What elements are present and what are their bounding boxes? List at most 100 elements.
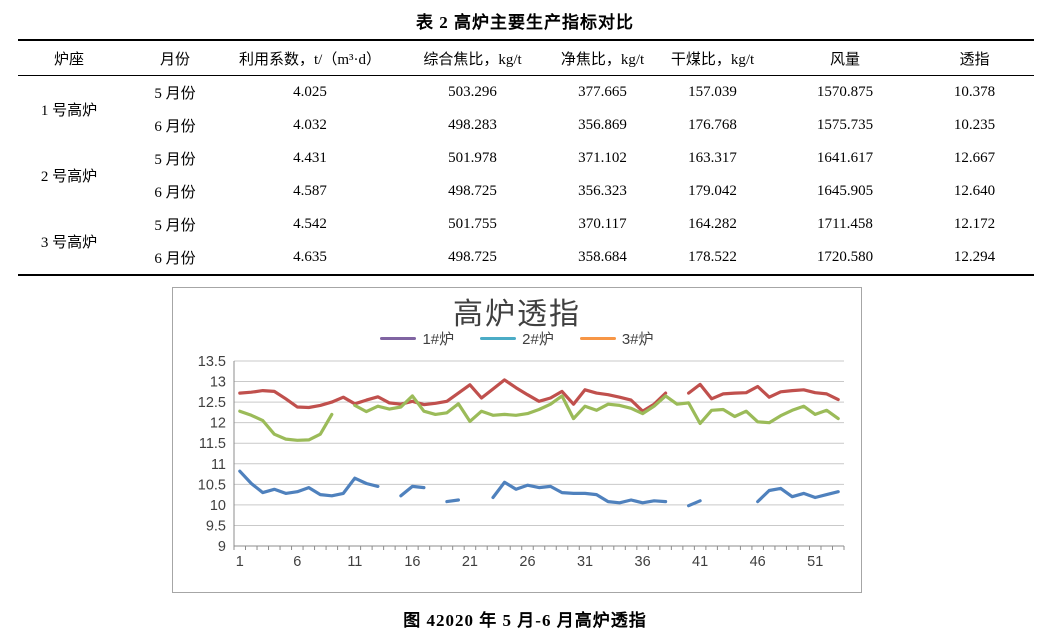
month-cell: 5 月份 — [154, 86, 196, 102]
value-cell: 358.684 — [578, 249, 627, 265]
value-cell: 503.296 — [448, 84, 497, 100]
svg-text:6: 6 — [293, 554, 301, 570]
value-cell: 498.725 — [448, 249, 497, 265]
svg-text:26: 26 — [519, 554, 535, 570]
value-cell: 4.032 — [293, 117, 327, 133]
chart: 9 9.5 10 10.5 11 11.5 12 12.5 13 13.5 1 6 11 16 21 26 31… — [172, 287, 862, 593]
column-header: 透指 — [915, 40, 1034, 76]
furnace-label: 3 号高炉 — [40, 234, 98, 251]
axes — [233, 361, 845, 550]
furnace-label: 2 号高炉 — [40, 168, 98, 185]
month-cell: 6 月份 — [154, 185, 196, 201]
table-row: 6 月份 4.587 498.725 356.323 179.042 1645.905 12… — [18, 175, 1034, 208]
column-header: 风量 — [775, 40, 915, 76]
value-cell: 501.755 — [448, 216, 497, 232]
table-body: 1 号高炉 5 月份 4.025 503.296 377.665 157.039 1570.… — [18, 76, 1034, 276]
value-cell: 4.542 — [293, 216, 327, 232]
value-cell: 163.317 — [688, 150, 737, 166]
legend-line-swatch — [380, 336, 417, 340]
column-header: 月份 — [120, 40, 230, 76]
svg-text:11: 11 — [347, 554, 362, 570]
value-cell: 1645.905 — [816, 183, 874, 199]
y-axis-labels: 9 9.5 10 10.5 11 11.5 12 12.5 13 13.5 — [198, 354, 226, 555]
value-cell: 179.042 — [688, 183, 737, 199]
month-cell: 6 月份 — [154, 251, 196, 267]
series-line-3#炉 — [238, 394, 840, 442]
legend-line-swatch — [480, 336, 517, 340]
value-cell: 4.635 — [293, 249, 327, 265]
svg-text:11.5: 11.5 — [199, 436, 226, 452]
svg-text:31: 31 — [577, 554, 593, 570]
value-cell: 12.667 — [953, 150, 996, 166]
svg-text:11: 11 — [211, 457, 226, 473]
indicators-table: 炉座 月份 利用系数，t/（m³·d） 综合焦比，kg/t 净焦比，kg/t 干煤比，kg… — [18, 39, 1034, 276]
month-cell: 6 月份 — [154, 119, 196, 135]
value-cell: 1720.580 — [816, 249, 874, 265]
legend-label: 2#炉 — [522, 330, 554, 348]
series-line-1#炉 — [238, 469, 840, 508]
value-cell: 377.665 — [578, 84, 627, 100]
value-cell: 4.587 — [293, 183, 327, 199]
value-cell: 371.102 — [578, 150, 627, 166]
furnace-label: 1 号高炉 — [40, 102, 98, 119]
table-header-row: 炉座 月份 利用系数，t/（m³·d） 综合焦比，kg/t 净焦比，kg/t 干煤比，kg… — [18, 40, 1034, 76]
value-cell: 356.323 — [578, 183, 627, 199]
value-cell: 164.282 — [688, 216, 737, 232]
svg-text:16: 16 — [404, 554, 420, 570]
value-cell: 1570.875 — [816, 84, 874, 100]
table-title: 表 2 高炉主要生产指标对比 — [416, 13, 634, 32]
legend-label: 1#炉 — [422, 330, 455, 348]
legend-item: 3#炉 — [579, 328, 654, 349]
value-cell: 157.039 — [688, 84, 737, 100]
svg-text:21: 21 — [462, 554, 478, 570]
gridlines — [234, 360, 844, 526]
svg-text:9: 9 — [218, 539, 226, 555]
value-cell: 370.117 — [578, 216, 627, 232]
chart-title: 高炉透指 — [453, 298, 581, 331]
x-axis-labels: 1 6 11 16 21 26 31 36 41 46 51 — [236, 554, 824, 570]
svg-text:1: 1 — [236, 554, 244, 570]
legend-item: 2#炉 — [480, 328, 554, 349]
value-cell: 356.869 — [578, 117, 627, 133]
value-cell: 498.725 — [448, 183, 497, 199]
figure-caption: 图 42020 年 5 月-6 月高炉透指 — [403, 611, 647, 630]
value-cell: 176.768 — [688, 117, 737, 133]
table-header: 炉座 月份 利用系数，t/（m³·d） 综合焦比，kg/t 净焦比，kg/t 干煤比，kg… — [18, 40, 1034, 76]
column-header: 净焦比，kg/t — [555, 40, 650, 76]
value-cell: 501.978 — [448, 150, 497, 166]
series-line-2#炉 — [238, 378, 840, 413]
svg-text:46: 46 — [750, 554, 766, 570]
value-cell: 12.640 — [953, 183, 996, 199]
value-cell: 10.378 — [953, 84, 996, 100]
column-header: 干煤比，kg/t — [650, 40, 775, 76]
legend-label: 3#炉 — [621, 330, 654, 348]
column-header: 利用系数，t/（m³·d） — [230, 40, 390, 76]
value-cell: 178.522 — [688, 249, 737, 265]
month-cell: 5 月份 — [154, 218, 196, 234]
month-cell: 5 月份 — [154, 152, 196, 168]
svg-text:10: 10 — [210, 498, 226, 514]
legend-line-swatch — [579, 336, 616, 340]
value-cell: 1641.617 — [816, 150, 874, 166]
value-cell: 1711.458 — [817, 216, 873, 232]
value-cell: 4.025 — [293, 84, 327, 100]
svg-text:41: 41 — [692, 554, 708, 570]
svg-text:12: 12 — [210, 416, 226, 432]
column-header: 炉座 — [18, 40, 120, 76]
svg-text:10.5: 10.5 — [198, 477, 226, 493]
table-row: 3 号高炉 5 月份 4.542 501.755 370.117 164.282 1711.… — [18, 208, 1034, 251]
value-cell: 10.235 — [953, 117, 996, 133]
table-row: 1 号高炉 5 月份 4.025 503.296 377.665 157.039 1570.… — [18, 76, 1034, 119]
value-cell: 12.172 — [953, 216, 996, 232]
svg-text:51: 51 — [807, 554, 823, 570]
value-cell: 498.283 — [448, 117, 497, 133]
chart-legend: 1#炉 2#炉 3#炉 — [173, 328, 861, 349]
svg-text:36: 36 — [635, 554, 651, 570]
table-row: 2 号高炉 5 月份 4.431 501.978 371.102 163.317 1641.… — [18, 142, 1034, 185]
svg-text:13.5: 13.5 — [198, 354, 226, 370]
legend-item: 1#炉 — [380, 328, 454, 349]
svg-text:9.5: 9.5 — [206, 518, 226, 534]
table-row: 6 月份 4.032 498.283 356.869 176.768 1575.735 10… — [18, 109, 1034, 142]
